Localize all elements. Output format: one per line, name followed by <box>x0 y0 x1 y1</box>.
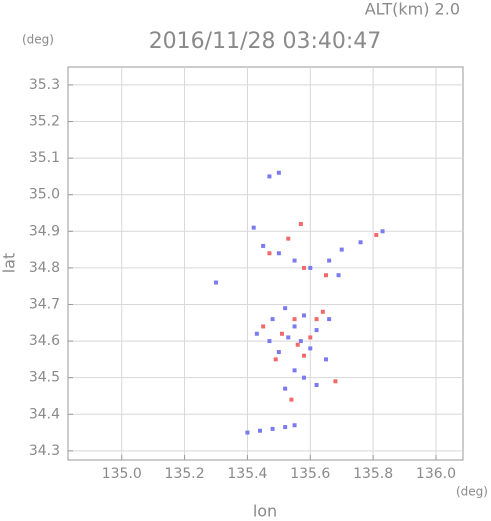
echo-point <box>245 430 250 435</box>
y-tick-label: 34.8 <box>29 260 60 276</box>
echo-point <box>314 317 319 322</box>
y-tick-label: 34.4 <box>29 406 60 422</box>
echo-point <box>314 382 319 387</box>
echo-point <box>251 225 256 230</box>
altitude-label: ALT(km) 2.0 <box>365 0 460 19</box>
echo-point <box>295 342 300 347</box>
echo-point <box>320 309 325 314</box>
echo-point <box>286 335 291 340</box>
echo-point <box>292 258 297 263</box>
echo-point <box>292 368 297 373</box>
echo-point <box>267 339 272 344</box>
echo-point <box>323 273 328 278</box>
echo-point <box>339 247 344 252</box>
echo-point <box>327 317 332 322</box>
echo-point <box>273 357 278 362</box>
x-tick-label: 135.6 <box>290 466 330 482</box>
echo-point <box>258 428 263 433</box>
echo-point <box>292 423 297 428</box>
x-tick-label: 135.2 <box>165 466 205 482</box>
echo-point <box>314 328 319 333</box>
echo-point <box>283 425 288 430</box>
echo-point <box>301 375 306 380</box>
echo-point <box>279 331 284 336</box>
x-tick-label: 135.8 <box>353 466 393 482</box>
echo-point <box>289 397 294 402</box>
echo-point <box>327 258 332 263</box>
echo-point <box>292 324 297 329</box>
echo-point <box>254 331 259 336</box>
x-unit: (deg) <box>456 485 488 499</box>
y-tick-label: 34.7 <box>29 296 60 312</box>
echo-point <box>336 273 341 278</box>
echo-point <box>270 426 275 431</box>
echo-point <box>301 265 306 270</box>
y-tick-label: 34.6 <box>29 333 60 349</box>
echo-point <box>298 221 303 226</box>
y-tick-label: 35.1 <box>29 150 60 166</box>
x-axis-label: lon <box>253 502 277 521</box>
y-tick-label: 35.2 <box>29 114 60 130</box>
echo-point <box>267 174 272 179</box>
echo-point <box>276 251 281 256</box>
y-tick-label: 35.3 <box>29 77 60 93</box>
echo-point <box>292 317 297 322</box>
y-tick-label: 35.0 <box>29 187 60 203</box>
y-tick-label: 34.5 <box>29 370 60 386</box>
echo-point <box>261 243 266 248</box>
echo-point <box>333 379 338 384</box>
y-unit: (deg) <box>22 33 54 47</box>
echo-point <box>270 317 275 322</box>
echo-point <box>380 229 385 234</box>
y-axis-label: lat <box>0 253 19 274</box>
echo-point <box>301 353 306 358</box>
echo-point <box>261 324 266 329</box>
echo-point <box>301 313 306 318</box>
echo-point <box>267 251 272 256</box>
echo-point <box>298 339 303 344</box>
echo-point <box>276 350 281 355</box>
echo-point <box>283 306 288 311</box>
echo-point <box>286 236 291 241</box>
echo-point <box>358 240 363 245</box>
echo-point <box>308 335 313 340</box>
x-tick-label: 135.0 <box>102 466 142 482</box>
echo-point <box>283 386 288 391</box>
echo-point <box>214 280 219 285</box>
y-tick-label: 34.9 <box>29 223 60 239</box>
plot-frame <box>67 66 464 461</box>
echo-point <box>276 170 281 175</box>
x-tick-label: 135.4 <box>227 466 267 482</box>
chart-title: 2016/11/28 03:40:47 <box>149 29 382 54</box>
y-tick-label: 34.3 <box>29 443 60 459</box>
echo-point <box>308 346 313 351</box>
echo-point <box>323 357 328 362</box>
x-tick-label: 136.0 <box>416 466 456 482</box>
echo-point <box>374 232 379 237</box>
echo-point <box>308 265 313 270</box>
